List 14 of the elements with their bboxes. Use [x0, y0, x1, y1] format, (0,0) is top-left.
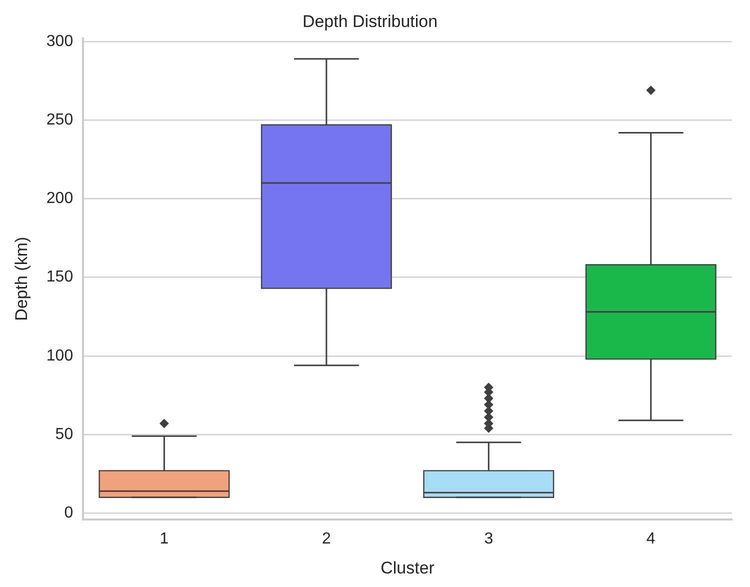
x-tick-label: 4 [646, 530, 656, 548]
y-tick-label: 300 [46, 32, 74, 50]
y-tick-label: 150 [46, 268, 74, 286]
y-tick-label: 100 [46, 347, 74, 364]
y-tick-label: 0 [64, 504, 74, 522]
x-tick-label: 1 [160, 530, 169, 548]
chart-title: Depth Distribution [302, 12, 438, 31]
y-tick-label: 50 [55, 426, 74, 443]
x-axis-title: Cluster [380, 558, 435, 578]
y-tick-label: 250 [46, 112, 74, 129]
y-tick-label: 200 [46, 190, 74, 208]
x-tick-label: 3 [484, 530, 494, 548]
x-tick-label: 2 [322, 530, 331, 548]
y-axis-title: Depth (km) [12, 236, 31, 321]
